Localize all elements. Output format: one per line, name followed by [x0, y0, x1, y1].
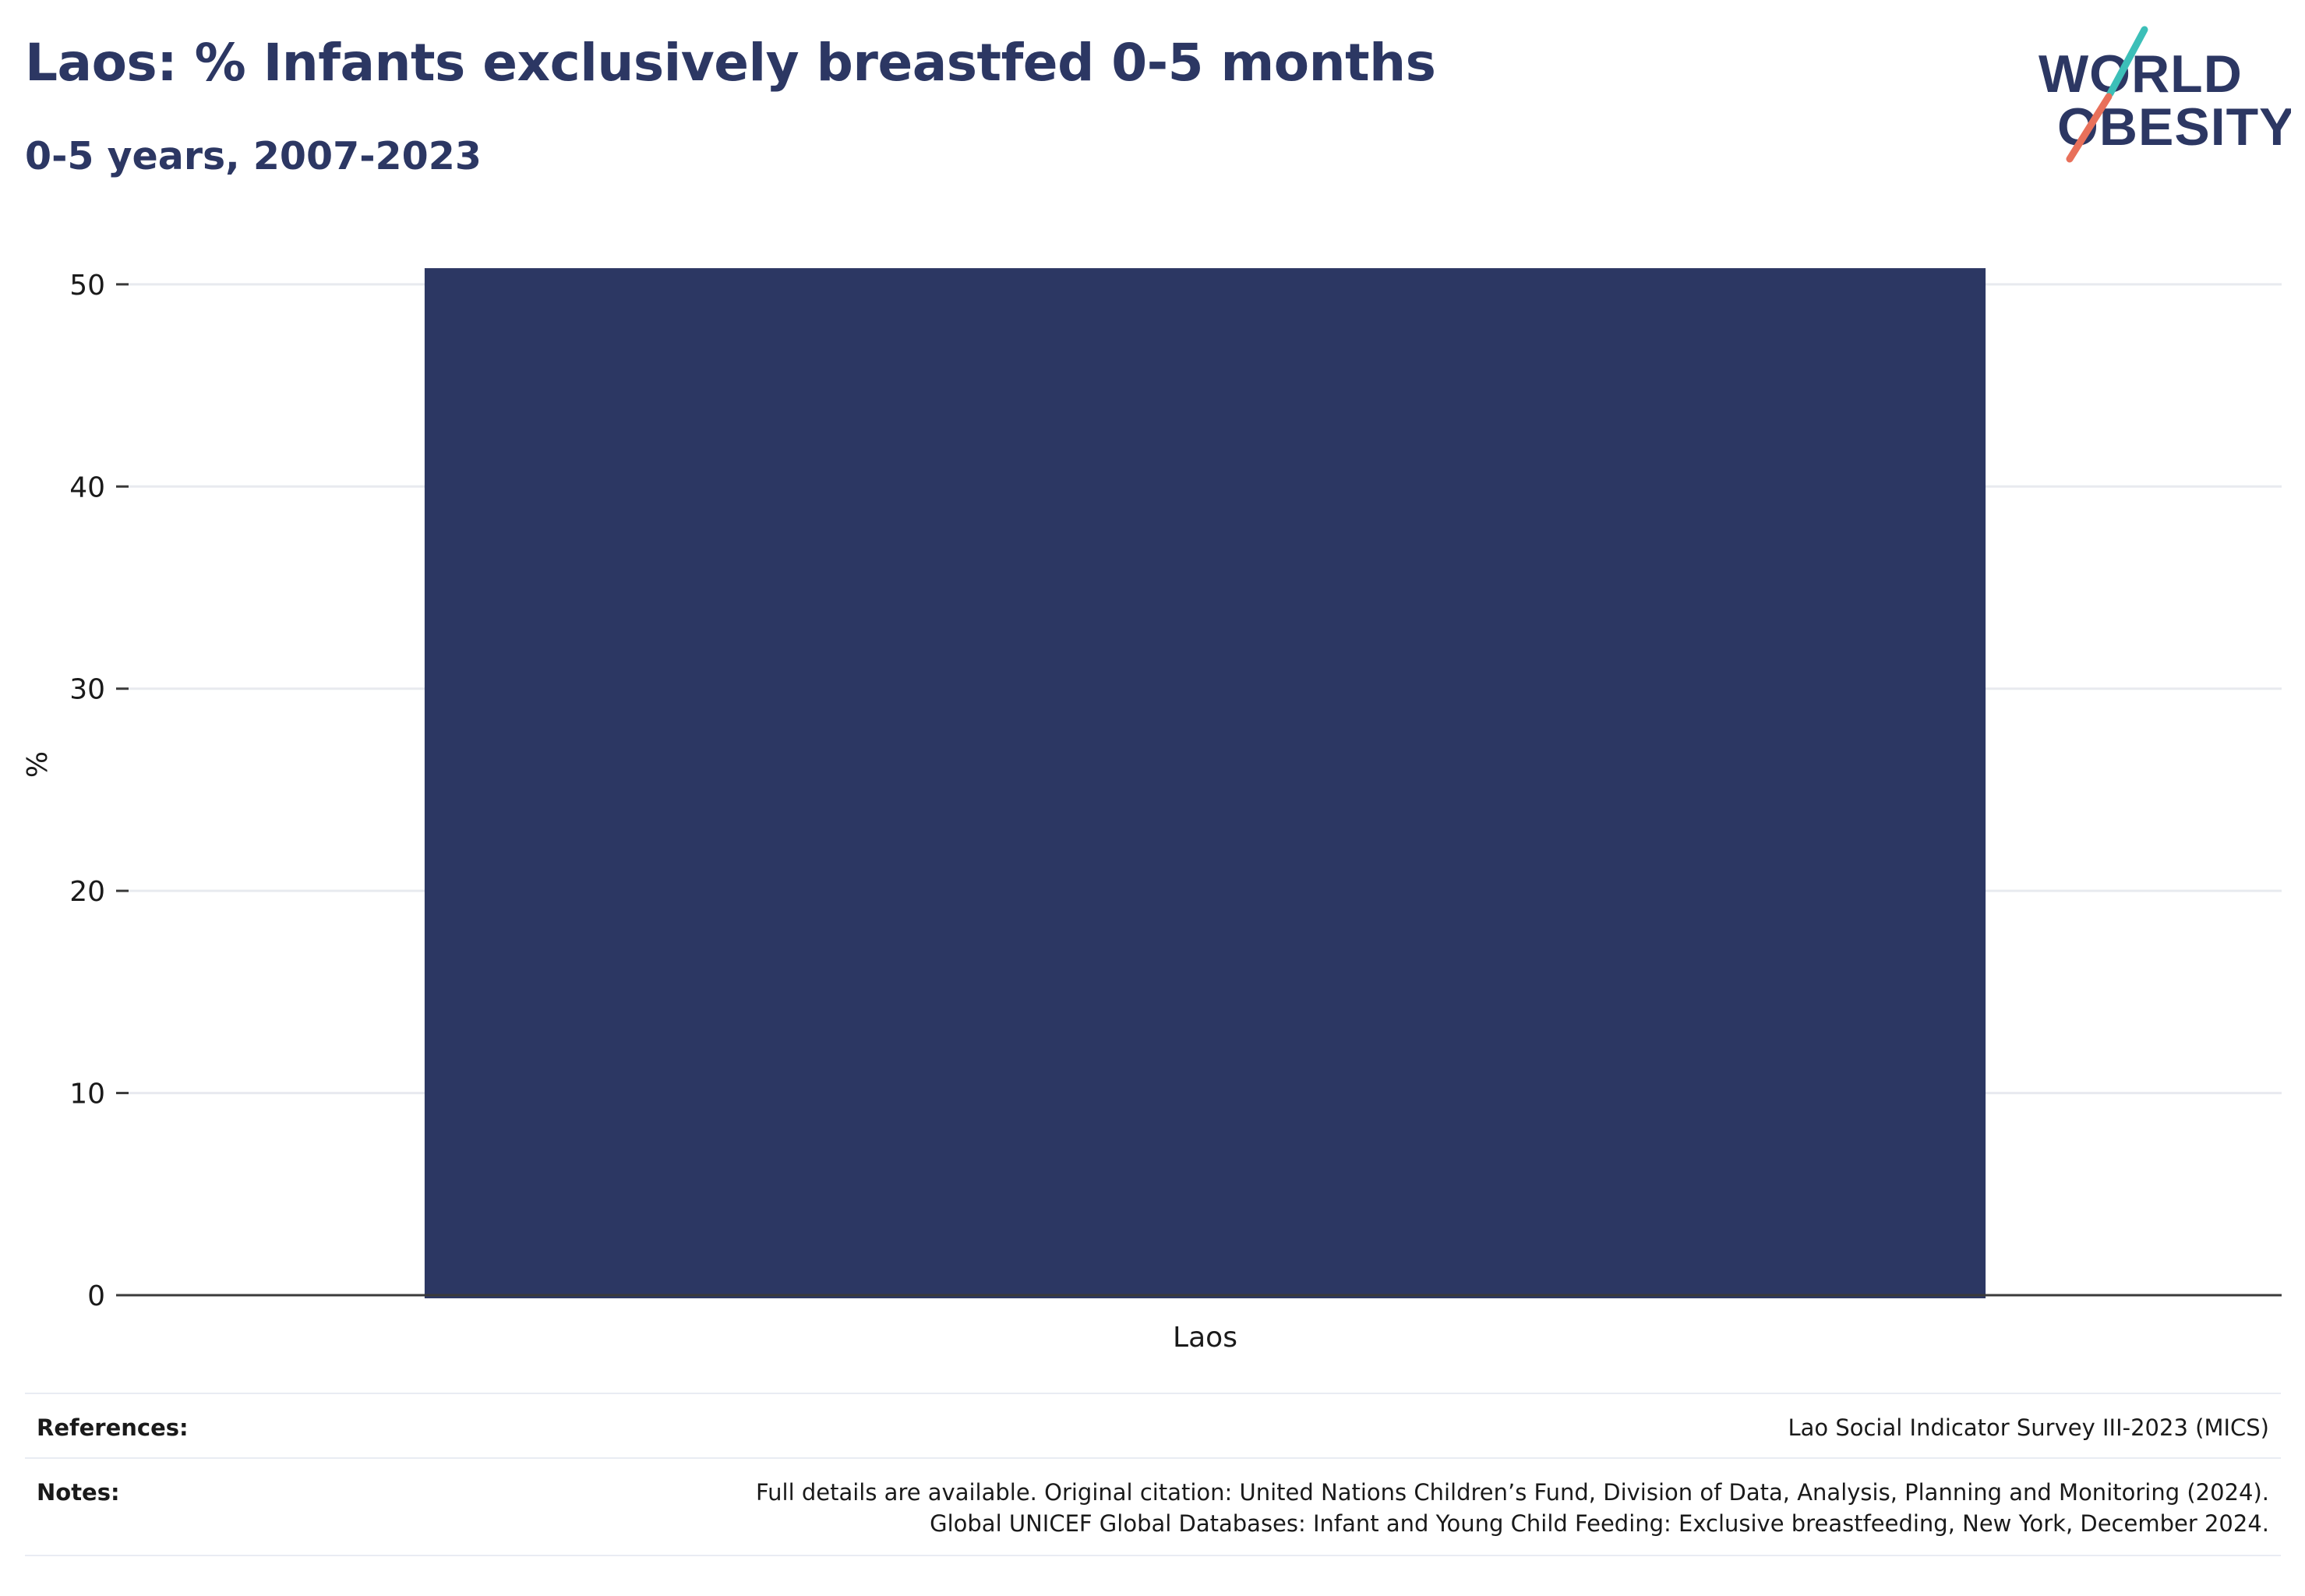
references-text: Lao Social Indicator Survey III-2023 (MI…: [1788, 1414, 2269, 1441]
footer-divider-middle: [25, 1457, 2281, 1459]
logo-text-line2: OBESITY: [2057, 97, 2291, 157]
notes-line-1: Full details are available. Original cit…: [756, 1479, 2269, 1506]
footer-divider-bottom: [25, 1555, 2281, 1556]
y-tick-label: 0: [87, 1280, 105, 1312]
y-tick-label: 20: [69, 876, 105, 908]
world-obesity-logo: WORLD OBESITY: [2038, 26, 2291, 163]
bar-chart: 0 10 20 30 40 50 Laos %: [22, 268, 2282, 1354]
notes-line-2: Global UNICEF Global Databases: Infant a…: [930, 1510, 2269, 1537]
y-tick-label: 10: [69, 1079, 105, 1110]
bar-laos[interactable]: [424, 268, 1986, 1299]
bars: [424, 268, 1986, 1299]
page-title: Laos: % Infants exclusively breastfed 0-…: [25, 33, 1436, 93]
notes-label: Notes:: [37, 1479, 120, 1506]
references-label: References:: [37, 1414, 189, 1441]
y-axis-label: %: [22, 751, 54, 778]
y-tick-label: 50: [69, 270, 105, 302]
x-axis-ticks: Laos: [1173, 1322, 1237, 1354]
y-tick-label: 40: [69, 471, 105, 503]
y-tick-label: 30: [69, 674, 105, 706]
logo-text-line1: WORLD: [2038, 44, 2243, 104]
x-tick-label: Laos: [1173, 1322, 1237, 1354]
page-subtitle: 0-5 years, 2007-2023: [25, 134, 482, 178]
footer-divider-top: [25, 1393, 2281, 1394]
y-axis-ticks: 0 10 20 30 40 50: [69, 270, 129, 1312]
logo-slash-coral: [2066, 93, 2113, 163]
logo-slash-teal: [2106, 26, 2148, 97]
